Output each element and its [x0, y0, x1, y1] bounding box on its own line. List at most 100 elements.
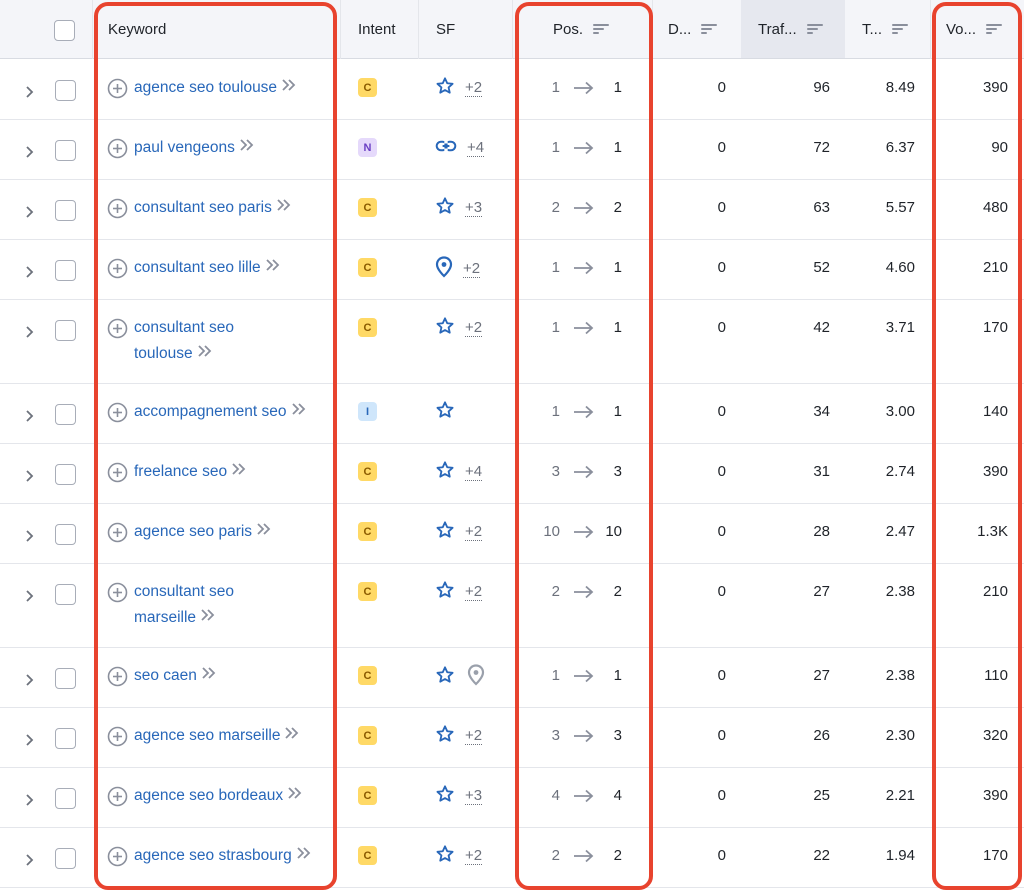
serp-features-more-link[interactable]: +2	[465, 523, 483, 541]
keyword-link[interactable]: consultant seo marseille	[134, 579, 234, 631]
serp-features-more-link[interactable]: +2	[465, 79, 483, 97]
add-keyword-plus-icon[interactable]	[107, 522, 128, 543]
add-keyword-plus-icon[interactable]	[107, 786, 128, 807]
double-chevron-icon[interactable]	[201, 663, 217, 689]
keyword-link[interactable]: paul vengeons	[134, 135, 255, 161]
column-header-traffic-pct[interactable]: T...	[862, 0, 909, 58]
double-chevron-icon[interactable]	[276, 195, 292, 221]
double-chevron-icon[interactable]	[200, 605, 216, 631]
serp-features-more-link[interactable]: +2	[463, 260, 481, 278]
star-icon[interactable]	[435, 316, 455, 341]
expand-row-chevron-icon[interactable]	[24, 324, 38, 340]
keyword-link[interactable]: agence seo bordeaux	[134, 783, 303, 809]
star-icon[interactable]	[435, 784, 455, 809]
add-keyword-plus-icon[interactable]	[107, 462, 128, 483]
row-checkbox[interactable]	[55, 140, 76, 161]
serp-features-more-link[interactable]: +4	[467, 139, 485, 157]
double-chevron-icon[interactable]	[281, 75, 297, 101]
double-chevron-icon[interactable]	[231, 459, 247, 485]
keyword-link[interactable]: consultant seo paris	[134, 195, 292, 221]
add-keyword-plus-icon[interactable]	[107, 318, 128, 339]
serp-features-more-link[interactable]: +2	[465, 847, 483, 865]
map-pin-gray-icon[interactable]	[467, 664, 485, 691]
star-icon[interactable]	[435, 196, 455, 221]
row-checkbox[interactable]	[55, 320, 76, 341]
double-chevron-icon[interactable]	[284, 723, 300, 749]
expand-row-chevron-icon[interactable]	[24, 732, 38, 748]
expand-row-chevron-icon[interactable]	[24, 672, 38, 688]
keyword-link[interactable]: agence seo paris	[134, 519, 272, 545]
keyword-link[interactable]: agence seo marseille	[134, 723, 300, 749]
keyword-link[interactable]: consultant seo lille	[134, 255, 281, 281]
expand-row-chevron-icon[interactable]	[24, 792, 38, 808]
row-checkbox[interactable]	[55, 200, 76, 221]
keyword-link[interactable]: freelance seo	[134, 459, 247, 485]
expand-row-chevron-icon[interactable]	[24, 588, 38, 604]
expand-row-chevron-icon[interactable]	[24, 468, 38, 484]
add-keyword-plus-icon[interactable]	[107, 666, 128, 687]
star-icon[interactable]	[435, 580, 455, 605]
expand-row-chevron-icon[interactable]	[24, 204, 38, 220]
add-keyword-plus-icon[interactable]	[107, 402, 128, 423]
serp-features-more-link[interactable]: +2	[465, 319, 483, 337]
double-chevron-icon[interactable]	[265, 255, 281, 281]
double-chevron-icon[interactable]	[291, 399, 307, 425]
star-icon[interactable]	[435, 76, 455, 101]
row-checkbox[interactable]	[55, 260, 76, 281]
add-keyword-plus-icon[interactable]	[107, 198, 128, 219]
row-checkbox[interactable]	[55, 788, 76, 809]
select-all-checkbox[interactable]	[54, 20, 75, 41]
row-checkbox[interactable]	[55, 464, 76, 485]
add-keyword-plus-icon[interactable]	[107, 582, 128, 603]
star-icon[interactable]	[435, 400, 455, 425]
keyword-link[interactable]: accompagnement seo	[134, 399, 307, 425]
row-checkbox[interactable]	[55, 848, 76, 869]
expand-row-chevron-icon[interactable]	[24, 528, 38, 544]
star-icon[interactable]	[435, 665, 455, 690]
row-checkbox[interactable]	[55, 404, 76, 425]
column-header-traffic[interactable]: Traf...	[741, 0, 845, 58]
keyword-link[interactable]: agence seo toulouse	[134, 75, 297, 101]
serp-features-more-link[interactable]: +3	[465, 199, 483, 217]
column-header-position[interactable]: Pos.	[553, 0, 610, 58]
row-checkbox[interactable]	[55, 524, 76, 545]
link-icon[interactable]	[435, 136, 457, 161]
star-icon[interactable]	[435, 724, 455, 749]
column-header-difficulty[interactable]: D...	[668, 0, 718, 58]
expand-row-chevron-icon[interactable]	[24, 264, 38, 280]
add-keyword-plus-icon[interactable]	[107, 138, 128, 159]
double-chevron-icon[interactable]	[239, 135, 255, 161]
column-header-keyword[interactable]: Keyword	[108, 0, 166, 58]
add-keyword-plus-icon[interactable]	[107, 726, 128, 747]
row-checkbox[interactable]	[55, 80, 76, 101]
double-chevron-icon[interactable]	[296, 843, 312, 869]
row-checkbox[interactable]	[55, 584, 76, 605]
serp-features-more-link[interactable]: +4	[465, 463, 483, 481]
column-header-sf[interactable]: SF	[436, 0, 455, 58]
expand-row-chevron-icon[interactable]	[24, 408, 38, 424]
double-chevron-icon[interactable]	[287, 783, 303, 809]
row-checkbox[interactable]	[55, 728, 76, 749]
serp-features-more-link[interactable]: +2	[465, 583, 483, 601]
serp-features-more-link[interactable]: +3	[465, 787, 483, 805]
column-header-intent[interactable]: Intent	[358, 0, 396, 58]
star-icon[interactable]	[435, 460, 455, 485]
add-keyword-plus-icon[interactable]	[107, 78, 128, 99]
expand-row-chevron-icon[interactable]	[24, 852, 38, 868]
expand-row-chevron-icon[interactable]	[24, 144, 38, 160]
map-pin-icon[interactable]	[435, 256, 453, 283]
keyword-link[interactable]: consultant seo toulouse	[134, 315, 234, 367]
double-chevron-icon[interactable]	[197, 341, 213, 367]
row-checkbox[interactable]	[55, 668, 76, 689]
expand-row-chevron-icon[interactable]	[24, 84, 38, 100]
add-keyword-plus-icon[interactable]	[107, 258, 128, 279]
keyword-link[interactable]: agence seo strasbourg	[134, 843, 312, 869]
serp-features-more-link[interactable]: +2	[465, 727, 483, 745]
double-chevron-icon[interactable]	[256, 519, 272, 545]
star-icon[interactable]	[435, 844, 455, 869]
volume-value: 1.3K	[977, 523, 1008, 540]
column-header-volume[interactable]: Vo...	[946, 0, 1003, 58]
keyword-link[interactable]: seo caen	[134, 663, 217, 689]
star-icon[interactable]	[435, 520, 455, 545]
add-keyword-plus-icon[interactable]	[107, 846, 128, 867]
